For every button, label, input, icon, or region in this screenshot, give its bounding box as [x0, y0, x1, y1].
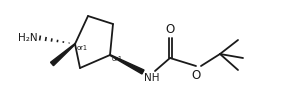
Text: O: O: [165, 23, 175, 36]
Text: O: O: [191, 69, 201, 82]
Polygon shape: [50, 44, 75, 66]
Polygon shape: [110, 55, 144, 74]
Text: NH: NH: [144, 73, 160, 83]
Text: or1: or1: [112, 56, 123, 62]
Text: or1: or1: [77, 45, 88, 51]
Text: H₂N: H₂N: [18, 33, 38, 43]
